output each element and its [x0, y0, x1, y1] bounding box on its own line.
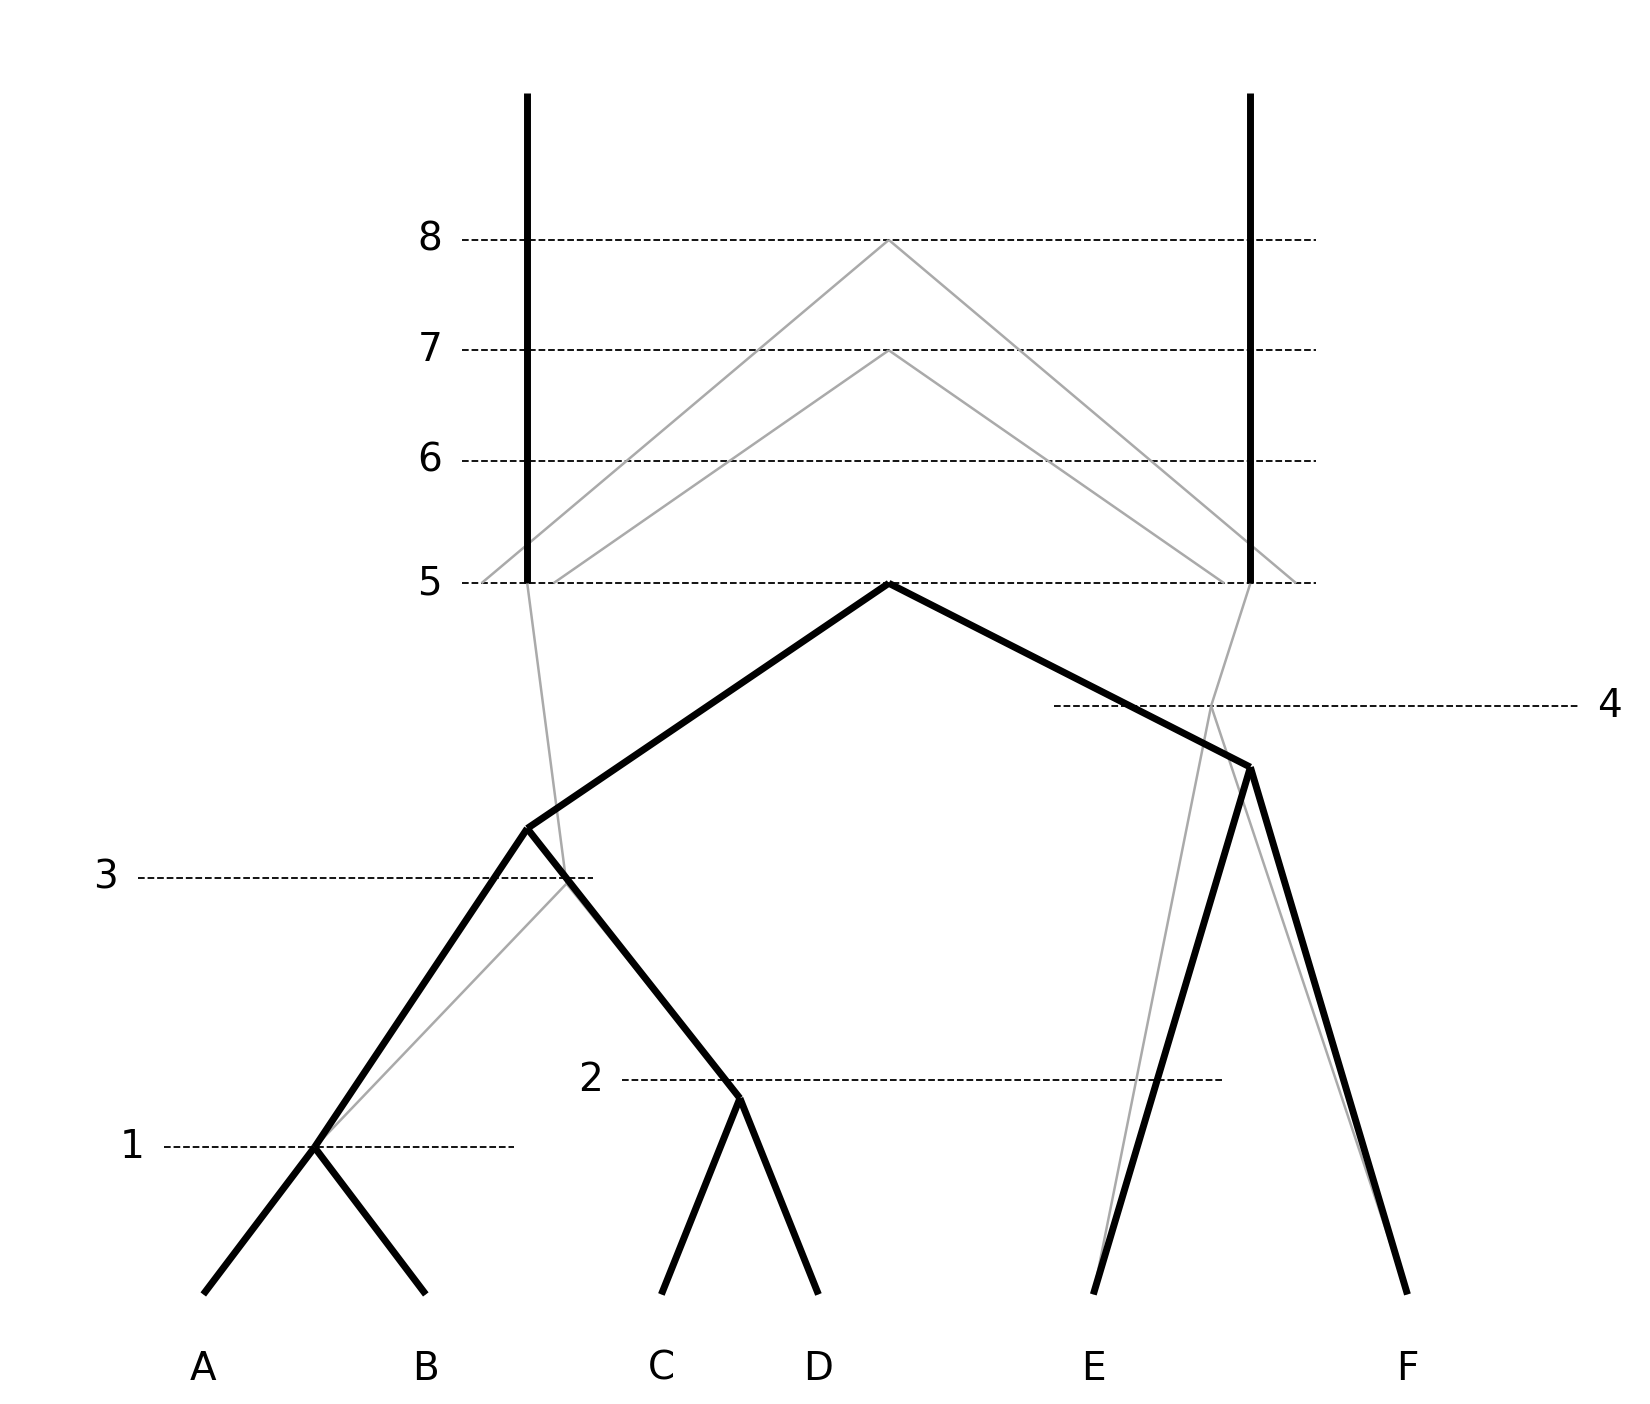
Text: 6: 6 [417, 442, 442, 480]
Text: 5: 5 [417, 564, 442, 602]
Text: F: F [1396, 1349, 1419, 1387]
Text: 1: 1 [119, 1129, 145, 1167]
Text: 7: 7 [417, 331, 442, 369]
Text: 3: 3 [94, 858, 119, 897]
Text: B: B [412, 1349, 439, 1387]
Text: D: D [804, 1349, 833, 1387]
Text: 8: 8 [417, 220, 442, 258]
Text: A: A [190, 1349, 216, 1387]
Text: 4: 4 [1597, 687, 1622, 724]
Text: E: E [1081, 1349, 1106, 1387]
Text: 2: 2 [578, 1061, 602, 1099]
Text: C: C [648, 1349, 675, 1387]
